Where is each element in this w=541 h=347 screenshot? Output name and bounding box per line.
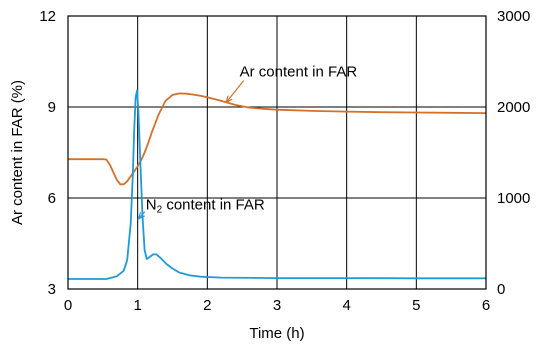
ar-content-line <box>68 92 487 186</box>
x-tick-label: 0 <box>64 297 72 314</box>
plot-frame <box>67 15 487 290</box>
x-tick-label: 5 <box>412 297 420 314</box>
grid-lines <box>68 16 486 289</box>
y2-tick-label: 0 <box>497 281 505 298</box>
y2-tick-label: 1000 <box>497 190 530 207</box>
y-tick-label: 9 <box>48 99 56 116</box>
ar-annotation-arrow <box>225 80 245 103</box>
x-tick-label: 6 <box>482 297 490 314</box>
n2-annotation-arrow <box>137 211 146 220</box>
n2-annotation-arrowhead <box>137 212 145 220</box>
y2-tick-label: 2000 <box>497 99 530 116</box>
ar-annotation-arrowhead <box>225 95 233 103</box>
x-tick-label: 3 <box>273 297 281 314</box>
n2-annotation-label: N2 content in FAR <box>146 197 265 216</box>
x-axis-title: Time (h) <box>249 325 304 342</box>
x-tick-label: 4 <box>342 297 350 314</box>
y-tick-label: 3 <box>48 281 56 298</box>
series-layer <box>68 89 487 280</box>
y-axis-title: Ar content in FAR (%) <box>9 80 26 225</box>
y-tick-label: 6 <box>48 190 56 207</box>
x-tick-label: 1 <box>133 297 141 314</box>
ar-annotation-label: Ar content in FAR <box>240 64 358 81</box>
x-tick-label: 2 <box>203 297 211 314</box>
y2-tick-label: 3000 <box>497 8 530 25</box>
annotations: Ar content in FAR N2 content in FAR <box>137 64 358 220</box>
n2-content-line <box>68 89 486 280</box>
y-tick-label: 12 <box>39 8 56 25</box>
